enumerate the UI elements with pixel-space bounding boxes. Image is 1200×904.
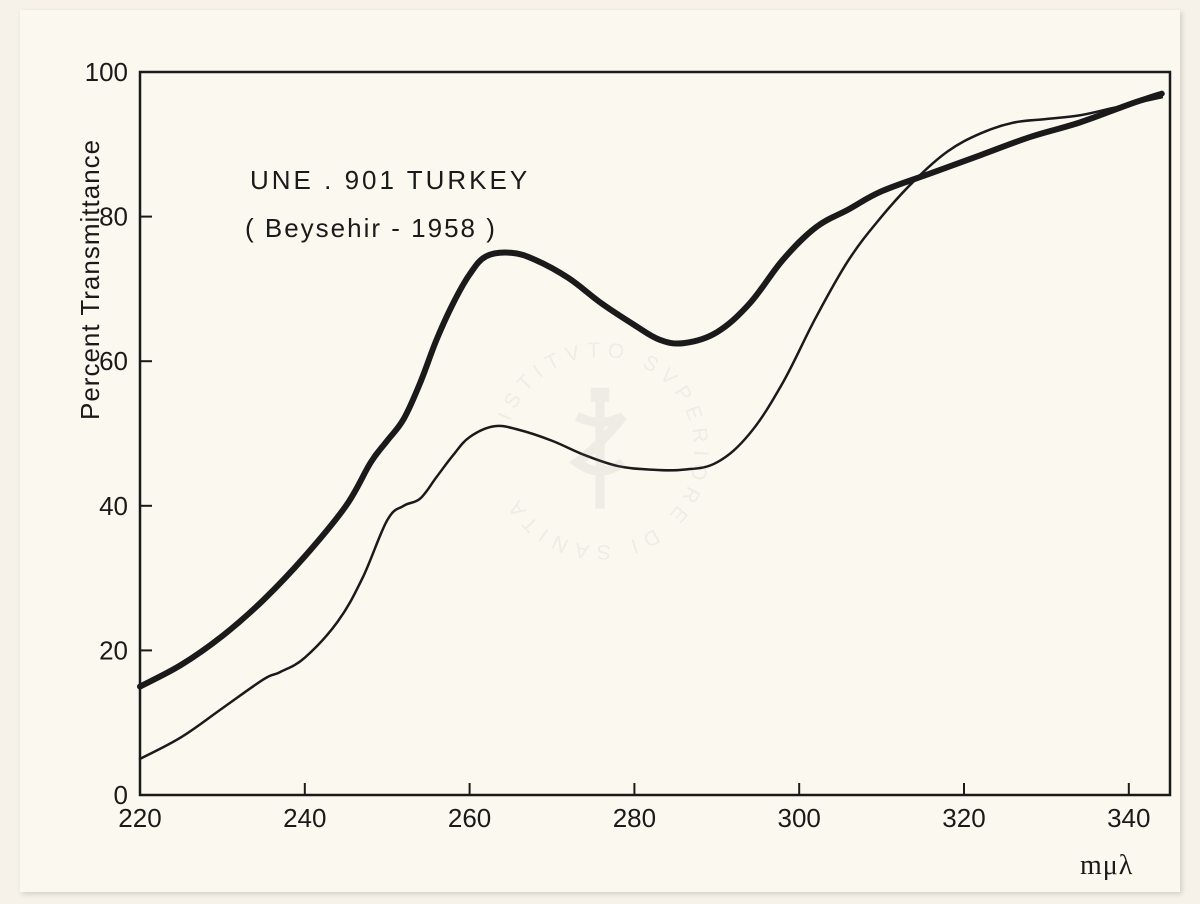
x-tick-label: 340 <box>1107 803 1150 833</box>
series-thin_curve <box>140 97 1162 759</box>
chart-title-line1: UNE . 901 TURKEY <box>250 165 530 196</box>
x-tick-label: 300 <box>778 803 821 833</box>
y-axis-label: Percent Transmittance <box>75 139 106 420</box>
page-root: 020406080100220240260280300320340 Percen… <box>0 0 1200 904</box>
chart-area: 020406080100220240260280300320340 <box>20 10 1180 892</box>
x-tick-label: 240 <box>283 803 326 833</box>
y-tick-label: 20 <box>99 635 128 665</box>
x-tick-label: 220 <box>118 803 161 833</box>
x-axis-label: mμλ <box>1080 850 1133 882</box>
y-tick-label: 100 <box>85 57 128 87</box>
y-tick-label: 40 <box>99 491 128 521</box>
paper-sheet: 020406080100220240260280300320340 Percen… <box>20 10 1180 892</box>
x-tick-label: 280 <box>613 803 656 833</box>
x-tick-label: 320 <box>942 803 985 833</box>
chart-title-line2: ( Beysehir - 1958 ) <box>245 213 497 244</box>
x-tick-label: 260 <box>448 803 491 833</box>
